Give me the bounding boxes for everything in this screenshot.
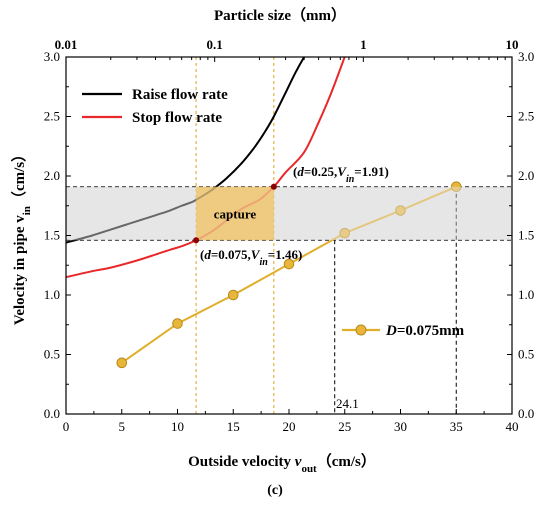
series-2-point-5 — [395, 205, 406, 216]
bottom-title-unit: （cm/s） — [317, 452, 376, 470]
ann-upper-v: 1.91 — [362, 164, 385, 179]
right-tick-label-0: 0.0 — [518, 406, 534, 421]
right-tick-label-2: 1.0 — [518, 287, 534, 302]
bottom-tick-label-1: 5 — [119, 419, 126, 434]
ann-lower-v: 1.46 — [275, 247, 298, 262]
left-title-main: Velocity in pipe v — [12, 215, 28, 325]
top-axis-title: Particle size（mm） — [214, 6, 346, 24]
bottom-title-main: Outside velocity — [188, 454, 295, 470]
left-tick-label-3: 1.5 — [44, 228, 60, 243]
annotation-24-1: 24.1 — [336, 396, 359, 411]
series-2-point-4 — [339, 227, 351, 239]
bottom-tick-label-5: 25 — [338, 419, 351, 434]
bottom-tick-label-0: 0 — [63, 419, 70, 434]
series-line-1 — [66, 57, 346, 279]
legend-d-suffix: =0.075mm — [397, 323, 465, 339]
guide-lines — [66, 57, 512, 414]
figure-caption: (c) — [267, 483, 283, 498]
bottom-axis-title: Outside velocity vout（cm/s） — [188, 452, 376, 475]
right-tick-label-6: 3.0 — [518, 49, 534, 64]
left-tick-label-6: 3.0 — [44, 49, 60, 64]
capture-overlay — [196, 186, 274, 241]
left-tick-label-5: 2.5 — [44, 109, 60, 124]
bottom-tick-label-6: 30 — [394, 419, 407, 434]
series-2-point-6 — [450, 181, 462, 193]
curves — [66, 57, 512, 369]
key-point-lower — [193, 237, 200, 244]
series-2-point-2 — [227, 289, 239, 301]
top-tick-label-3: 10 — [506, 37, 519, 52]
legend-d-marker — [355, 324, 367, 336]
left-tick-label-1: 0.5 — [44, 347, 60, 362]
right-tick-label-3: 1.5 — [518, 228, 534, 243]
top-tick-label-1: 0.1 — [207, 37, 223, 52]
ann-lower-d: 0.075 — [218, 247, 248, 262]
ticks: 0 5 10 15 20 25 30 35 40 0.01 0.1 1 10 0.0 0.5 1.0 1.5 2.… — [44, 37, 535, 434]
legend-stop-label: Stop flow rate — [132, 110, 222, 126]
left-tick-label-4: 2.0 — [44, 168, 60, 183]
top-tick-label-0: 0.01 — [55, 37, 78, 52]
right-tick-label-4: 2.0 — [518, 168, 534, 183]
legend-d-prefix: D — [385, 323, 397, 339]
left-axis-title: Velocity in pipe vin（cm/s） — [10, 147, 33, 325]
legend-raise-label: Raise flow rate — [132, 87, 228, 103]
right-tick-label-5: 2.5 — [518, 109, 534, 124]
bottom-tick-label-8: 40 — [506, 419, 519, 434]
top-tick-label-2: 1 — [360, 37, 367, 52]
legend-d-label: D=0.075mm — [385, 323, 465, 339]
capture-label: capture — [214, 206, 257, 221]
bottom-title-var: v — [295, 454, 302, 470]
left-tick-label-0: 0.0 — [44, 406, 60, 421]
bottom-tick-label-2: 10 — [171, 419, 184, 434]
annotation-upper: (d=0.25,Vin=1.91) — [293, 164, 389, 185]
bottom-tick-label-3: 15 — [227, 419, 240, 434]
series-2-point-1 — [172, 318, 183, 329]
left-title-sub: in — [21, 206, 33, 215]
bottom-tick-label-4: 20 — [283, 419, 296, 434]
ann-upper-d: 0.25 — [311, 164, 334, 179]
bottom-title-sub: out — [301, 463, 317, 475]
key-point-upper — [270, 183, 277, 190]
series-2-point-0 — [116, 357, 128, 369]
left-title-unit: （cm/s） — [10, 147, 28, 206]
left-tick-label-2: 1.0 — [44, 287, 60, 302]
legend: Raise flow rate Stop flow rate D=0.075mm — [82, 87, 465, 339]
series-2-point-3 — [283, 258, 295, 270]
band-overlay — [66, 186, 512, 241]
bottom-tick-label-7: 35 — [450, 419, 463, 434]
right-tick-label-1: 0.5 — [518, 347, 534, 362]
